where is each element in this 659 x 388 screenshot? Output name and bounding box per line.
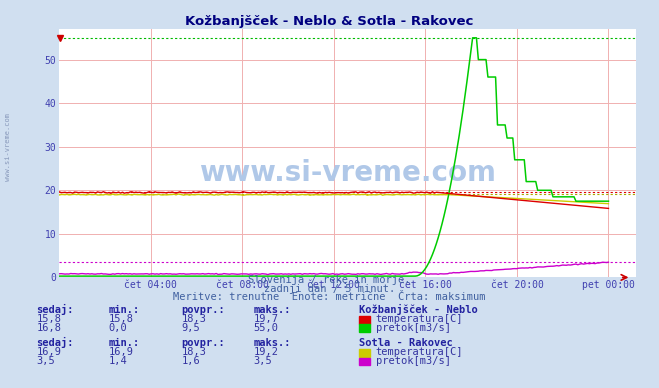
Text: Sotla - Rakovec: Sotla - Rakovec [359, 338, 453, 348]
Text: Kožbanjšček - Neblo & Sotla - Rakovec: Kožbanjšček - Neblo & Sotla - Rakovec [185, 15, 474, 28]
Text: povpr.:: povpr.: [181, 338, 225, 348]
Text: 15,8: 15,8 [109, 314, 134, 324]
Text: Slovenija / reke in morje.: Slovenija / reke in morje. [248, 275, 411, 285]
Text: 19,2: 19,2 [254, 347, 279, 357]
Text: temperatura[C]: temperatura[C] [376, 314, 463, 324]
Text: 18,3: 18,3 [181, 347, 206, 357]
Text: maks.:: maks.: [254, 305, 291, 315]
Text: www.si-vreme.com: www.si-vreme.com [5, 113, 11, 182]
Text: Kožbanjšček - Neblo: Kožbanjšček - Neblo [359, 304, 478, 315]
Text: 3,5: 3,5 [254, 356, 272, 366]
Text: 19,7: 19,7 [254, 314, 279, 324]
Text: Meritve: trenutne  Enote: metrične  Črta: maksimum: Meritve: trenutne Enote: metrične Črta: … [173, 292, 486, 302]
Text: sedaj:: sedaj: [36, 337, 74, 348]
Text: 3,5: 3,5 [36, 356, 55, 366]
Text: 16,8: 16,8 [36, 322, 61, 333]
Text: 1,6: 1,6 [181, 356, 200, 366]
Text: 1,4: 1,4 [109, 356, 127, 366]
Text: min.:: min.: [109, 338, 140, 348]
Text: pretok[m3/s]: pretok[m3/s] [376, 322, 451, 333]
Text: pretok[m3/s]: pretok[m3/s] [376, 356, 451, 366]
Text: zadnji dan / 5 minut.: zadnji dan / 5 minut. [264, 284, 395, 294]
Text: 16,9: 16,9 [109, 347, 134, 357]
Text: 15,8: 15,8 [36, 314, 61, 324]
Text: 0,0: 0,0 [109, 322, 127, 333]
Text: maks.:: maks.: [254, 338, 291, 348]
Text: sedaj:: sedaj: [36, 304, 74, 315]
Text: temperatura[C]: temperatura[C] [376, 347, 463, 357]
Text: 16,9: 16,9 [36, 347, 61, 357]
Text: 9,5: 9,5 [181, 322, 200, 333]
Text: www.si-vreme.com: www.si-vreme.com [199, 159, 496, 187]
Text: 55,0: 55,0 [254, 322, 279, 333]
Text: min.:: min.: [109, 305, 140, 315]
Text: povpr.:: povpr.: [181, 305, 225, 315]
Text: 18,3: 18,3 [181, 314, 206, 324]
